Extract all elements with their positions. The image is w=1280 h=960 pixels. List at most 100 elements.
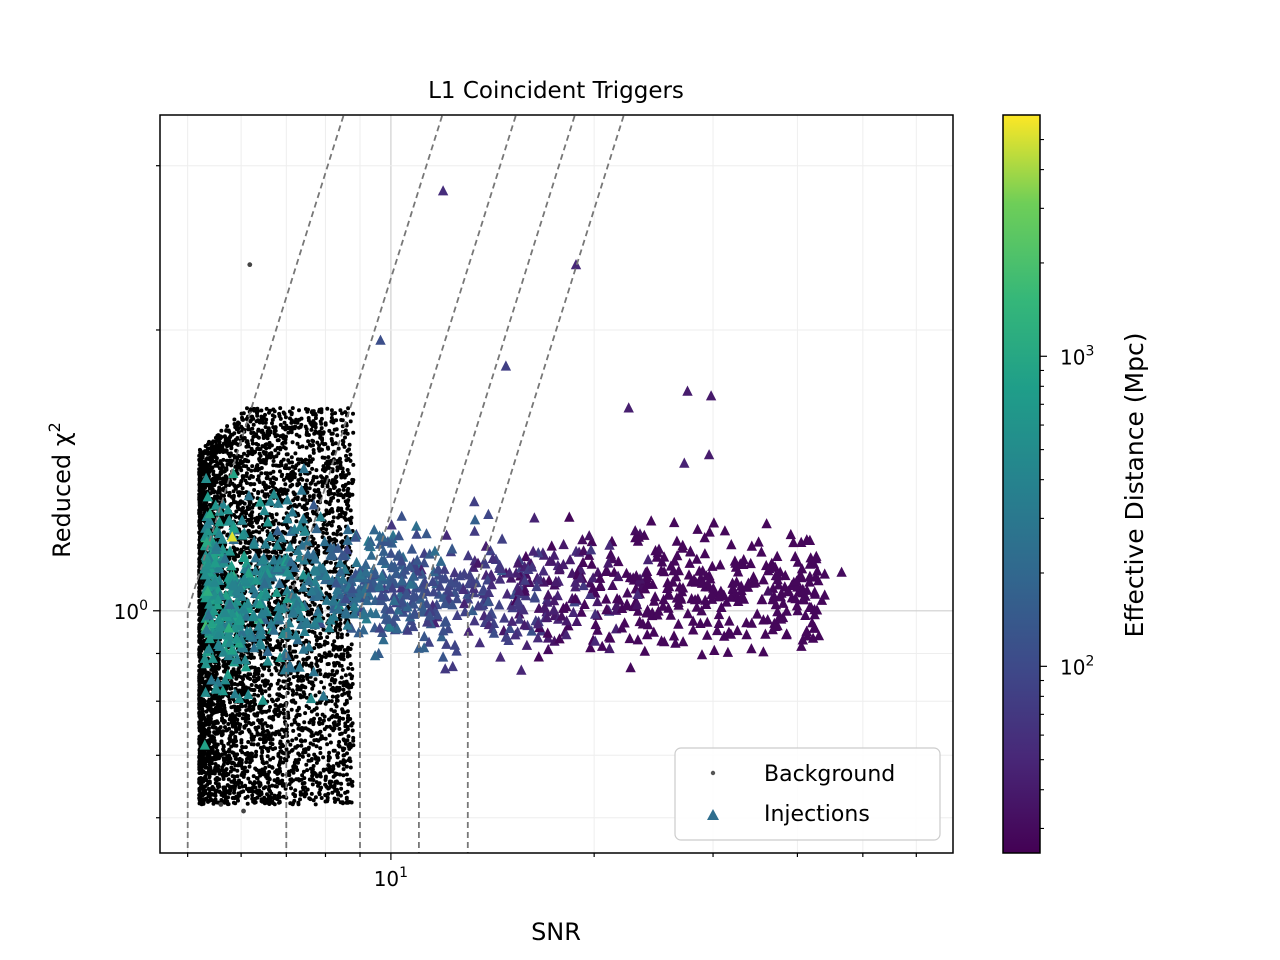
y-axis-label-superscript: 2 (45, 422, 64, 432)
injection-point (390, 567, 402, 579)
injection-point (652, 609, 663, 620)
injection-point (696, 649, 708, 660)
injection-point (361, 594, 373, 606)
injection-point (423, 636, 435, 647)
injection-point (716, 601, 727, 612)
injection-point (674, 581, 685, 592)
injection-point (256, 607, 267, 618)
colorbar-tick-label: 103 (1060, 343, 1094, 369)
injection-point (408, 570, 419, 581)
injection-point (773, 579, 784, 590)
injection-point (753, 536, 764, 547)
injection-point (691, 601, 702, 612)
injection-point (576, 606, 587, 617)
injection-point (273, 601, 284, 612)
injection-point (688, 624, 699, 635)
injection-point (804, 570, 816, 581)
injection-point (558, 602, 569, 613)
injection-point (770, 620, 781, 631)
injection-point (695, 617, 706, 628)
injection-point (543, 643, 554, 655)
injection-point (354, 587, 365, 598)
injection-point (282, 623, 293, 634)
injection-point (564, 554, 576, 565)
injection-point (452, 609, 463, 620)
injection-point (427, 575, 438, 586)
injection-point (767, 561, 778, 572)
injection-point (541, 611, 553, 622)
injection-point (568, 606, 579, 617)
injection-point (260, 538, 271, 549)
injection-point (292, 544, 304, 556)
injection-point (285, 556, 297, 567)
injection-point (554, 633, 565, 644)
injection-point (199, 569, 211, 580)
data-points (186, 115, 847, 853)
injection-point (656, 556, 668, 567)
injection-point (411, 520, 422, 531)
injection-point (271, 586, 282, 597)
injection-point (342, 523, 354, 535)
injection-point (321, 594, 332, 605)
injection-point (440, 663, 451, 674)
injection-point (351, 556, 362, 567)
injection-point (441, 529, 452, 540)
injection-point (592, 624, 603, 635)
colorbar (1003, 115, 1040, 853)
injection-point (219, 552, 231, 564)
injection-point (309, 616, 321, 628)
injection-point (648, 626, 659, 637)
injection-point (590, 635, 601, 646)
injection-point (781, 605, 792, 616)
injection-point (392, 623, 403, 634)
injection-point (204, 507, 216, 519)
injection-point (468, 582, 479, 593)
injection-point (392, 604, 404, 615)
injection-point (737, 590, 748, 601)
injection-point (340, 592, 351, 604)
injection-point (656, 564, 667, 576)
injection-point (713, 591, 725, 602)
injection-point (561, 615, 572, 626)
injection-point (219, 674, 231, 685)
injection-point (284, 541, 296, 552)
injection-point (504, 567, 515, 578)
injection-point (425, 605, 436, 616)
injection-point (223, 515, 234, 526)
injection-point (548, 595, 560, 606)
injection-point (570, 576, 581, 587)
injection-point (254, 598, 265, 609)
injection-point (451, 645, 462, 656)
injection-point (813, 630, 825, 641)
injection-point (594, 572, 606, 583)
injection-point (366, 549, 377, 560)
injection-point (512, 557, 524, 568)
injection-point (243, 490, 255, 501)
injection-point (228, 467, 239, 478)
injection-point (646, 515, 657, 526)
injection-point (800, 609, 811, 620)
injection-point (692, 523, 703, 534)
injection-point (374, 622, 385, 633)
injection-point (791, 600, 803, 611)
injection-point (206, 616, 218, 627)
legend-marker-background (710, 770, 716, 776)
injection-point (587, 582, 599, 593)
injection-point (796, 640, 807, 651)
injection-point (236, 626, 247, 637)
colorbar-tick-label: 102 (1060, 653, 1094, 679)
injection-point (603, 631, 615, 642)
injection-point (521, 639, 533, 650)
injection-point (792, 556, 804, 567)
injection-point (365, 582, 377, 593)
injection-point (556, 610, 567, 621)
injection-point (222, 504, 234, 515)
injection-point (200, 686, 211, 697)
injection-point (250, 552, 261, 563)
injection-point (396, 555, 407, 566)
injection-point (229, 688, 241, 699)
injection-point (267, 571, 278, 582)
injection-point (408, 589, 419, 601)
injection-point (578, 545, 589, 556)
injection-point (332, 583, 343, 595)
